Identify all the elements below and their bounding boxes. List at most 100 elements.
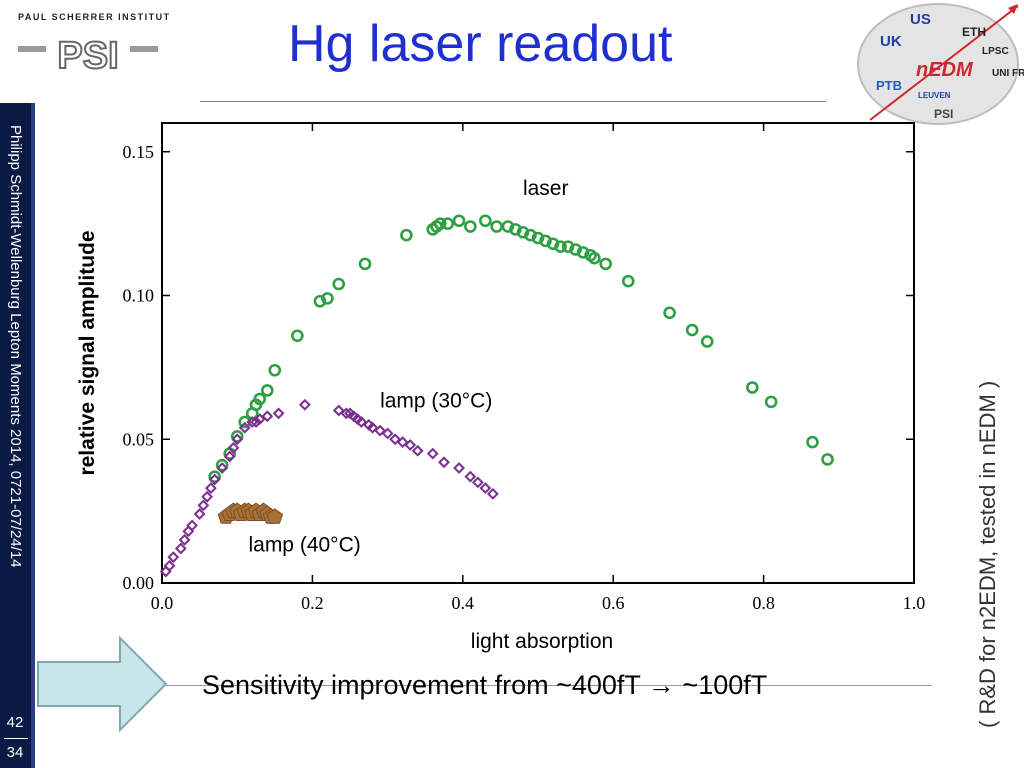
y-tick-label: 0.05 bbox=[123, 429, 155, 449]
page-separator bbox=[4, 738, 28, 739]
laser-point bbox=[821, 453, 834, 466]
nedm-collaboration-badge: US UK ETH LPSC nEDM UNI FR PTB LEUVEN PS… bbox=[857, 3, 1024, 125]
laser-point bbox=[208, 470, 221, 483]
note-divider bbox=[166, 685, 932, 686]
sensitivity-note: Sensitivity improvement from ~400fT → ~1… bbox=[202, 670, 768, 700]
side-bar bbox=[0, 103, 34, 768]
svg-text:ETH: ETH bbox=[962, 25, 986, 39]
svg-text:PSI: PSI bbox=[934, 107, 953, 121]
lamp30-point bbox=[186, 519, 198, 532]
laser-point bbox=[400, 228, 413, 242]
x-tick-label: 0.2 bbox=[301, 593, 324, 613]
laser-point bbox=[230, 430, 244, 443]
lamp30-point bbox=[464, 470, 477, 483]
presenter-info-text: Philipp Schmidt-Wellenburg Lepton Moment… bbox=[7, 125, 24, 568]
laser-point bbox=[452, 214, 466, 228]
lamp30-point bbox=[261, 410, 274, 423]
laser-point bbox=[291, 329, 304, 343]
laser-point bbox=[764, 395, 778, 409]
lamp30-point bbox=[366, 421, 379, 434]
lamp30-point bbox=[178, 533, 191, 546]
psi-logo: PSI bbox=[18, 34, 158, 74]
lamp30-point bbox=[167, 551, 180, 564]
series-1 bbox=[159, 398, 499, 578]
rd-note: ( R&D for n2EDM, tested in nEDM ) bbox=[960, 300, 1020, 740]
y-axis-label: relative signal amplitude bbox=[76, 230, 99, 475]
lamp30-point bbox=[231, 433, 244, 446]
laser-point bbox=[561, 240, 575, 253]
series-annotation: lamp (40°C) bbox=[248, 533, 360, 556]
side-bar-edge bbox=[31, 103, 35, 768]
laser-point bbox=[663, 306, 676, 320]
lamp30-point bbox=[238, 421, 251, 434]
laser-point bbox=[546, 237, 560, 251]
laser-point bbox=[516, 225, 530, 239]
lamp30-point bbox=[197, 499, 210, 512]
page-current: 42 bbox=[6, 714, 24, 731]
laser-point bbox=[509, 223, 522, 236]
lamp30-point bbox=[216, 462, 229, 474]
laser-point bbox=[464, 220, 477, 233]
lamp30-point bbox=[426, 447, 439, 460]
lamp30-point bbox=[250, 416, 262, 428]
lamp30-point bbox=[486, 487, 499, 500]
x-tick-label: 1.0 bbox=[903, 593, 926, 613]
lamp30-point bbox=[193, 508, 206, 520]
y-tick-label: 0.10 bbox=[123, 286, 155, 306]
laser-point bbox=[524, 228, 537, 242]
laser-point bbox=[621, 274, 635, 288]
laser-point bbox=[599, 257, 612, 271]
rd-note-text: ( R&D for n2EDM, tested in nEDM ) bbox=[975, 380, 1000, 728]
title-divider bbox=[200, 101, 826, 102]
lamp30-point bbox=[272, 407, 285, 420]
svg-text:nEDM: nEDM bbox=[916, 59, 974, 81]
laser-point bbox=[685, 323, 699, 337]
page-total: 34 bbox=[6, 744, 24, 761]
x-tick-label: 0.6 bbox=[602, 593, 625, 613]
laser-point bbox=[539, 234, 552, 248]
laser-point bbox=[253, 392, 267, 406]
svg-text:PSI: PSI bbox=[57, 35, 118, 74]
presenter-info: Philipp Schmidt-Wellenburg Lepton Moment… bbox=[2, 125, 30, 645]
lamp30-point bbox=[479, 482, 492, 495]
laser-point bbox=[433, 217, 447, 230]
svg-text:US: US bbox=[910, 11, 931, 28]
x-tick-label: 0.8 bbox=[752, 593, 775, 613]
series-2 bbox=[217, 502, 283, 524]
laser-point bbox=[806, 435, 819, 449]
laser-point bbox=[215, 458, 229, 472]
series-annotation: laser bbox=[523, 177, 569, 200]
lamp30-point bbox=[355, 416, 368, 428]
plot-frame bbox=[161, 122, 915, 584]
lamp30-point bbox=[298, 398, 311, 411]
lamp30-point bbox=[374, 424, 386, 437]
x-tick-label: 0.0 bbox=[151, 593, 174, 613]
y-tick-label: 0.00 bbox=[123, 573, 155, 593]
laser-point bbox=[588, 251, 601, 265]
svg-text:LEUVEN: LEUVEN bbox=[918, 91, 951, 100]
laser-point bbox=[554, 240, 567, 253]
lamp30-point bbox=[411, 444, 424, 457]
lamp30-point bbox=[404, 439, 417, 451]
y-tick-label: 0.15 bbox=[123, 142, 155, 162]
svg-text:LPSC: LPSC bbox=[982, 46, 1009, 57]
laser-point bbox=[700, 335, 714, 348]
lamp30-point bbox=[208, 473, 221, 486]
signal-vs-absorption-chart: 0.0 0.2 0.4 0.6 0.8 1.0 0.00 0.05 0.10 0.15 laser… bbox=[76, 122, 926, 653]
laser-point bbox=[260, 384, 274, 397]
laser-point bbox=[479, 214, 492, 228]
lamp30-point bbox=[174, 542, 187, 555]
laser-point bbox=[238, 415, 252, 429]
series-annotation: lamp (30°C) bbox=[380, 390, 492, 413]
lamp40-point bbox=[266, 508, 283, 524]
laser-point bbox=[321, 292, 334, 305]
x-axis-label: light absorption bbox=[471, 630, 613, 653]
svg-text:UK: UK bbox=[880, 33, 902, 50]
lamp30-point bbox=[227, 441, 240, 454]
laser-point bbox=[358, 257, 372, 271]
lamp30-point bbox=[438, 456, 450, 469]
laser-point bbox=[569, 243, 582, 256]
lamp30-point bbox=[396, 436, 409, 449]
laser-point bbox=[332, 277, 346, 291]
lamp30-point bbox=[223, 450, 236, 463]
